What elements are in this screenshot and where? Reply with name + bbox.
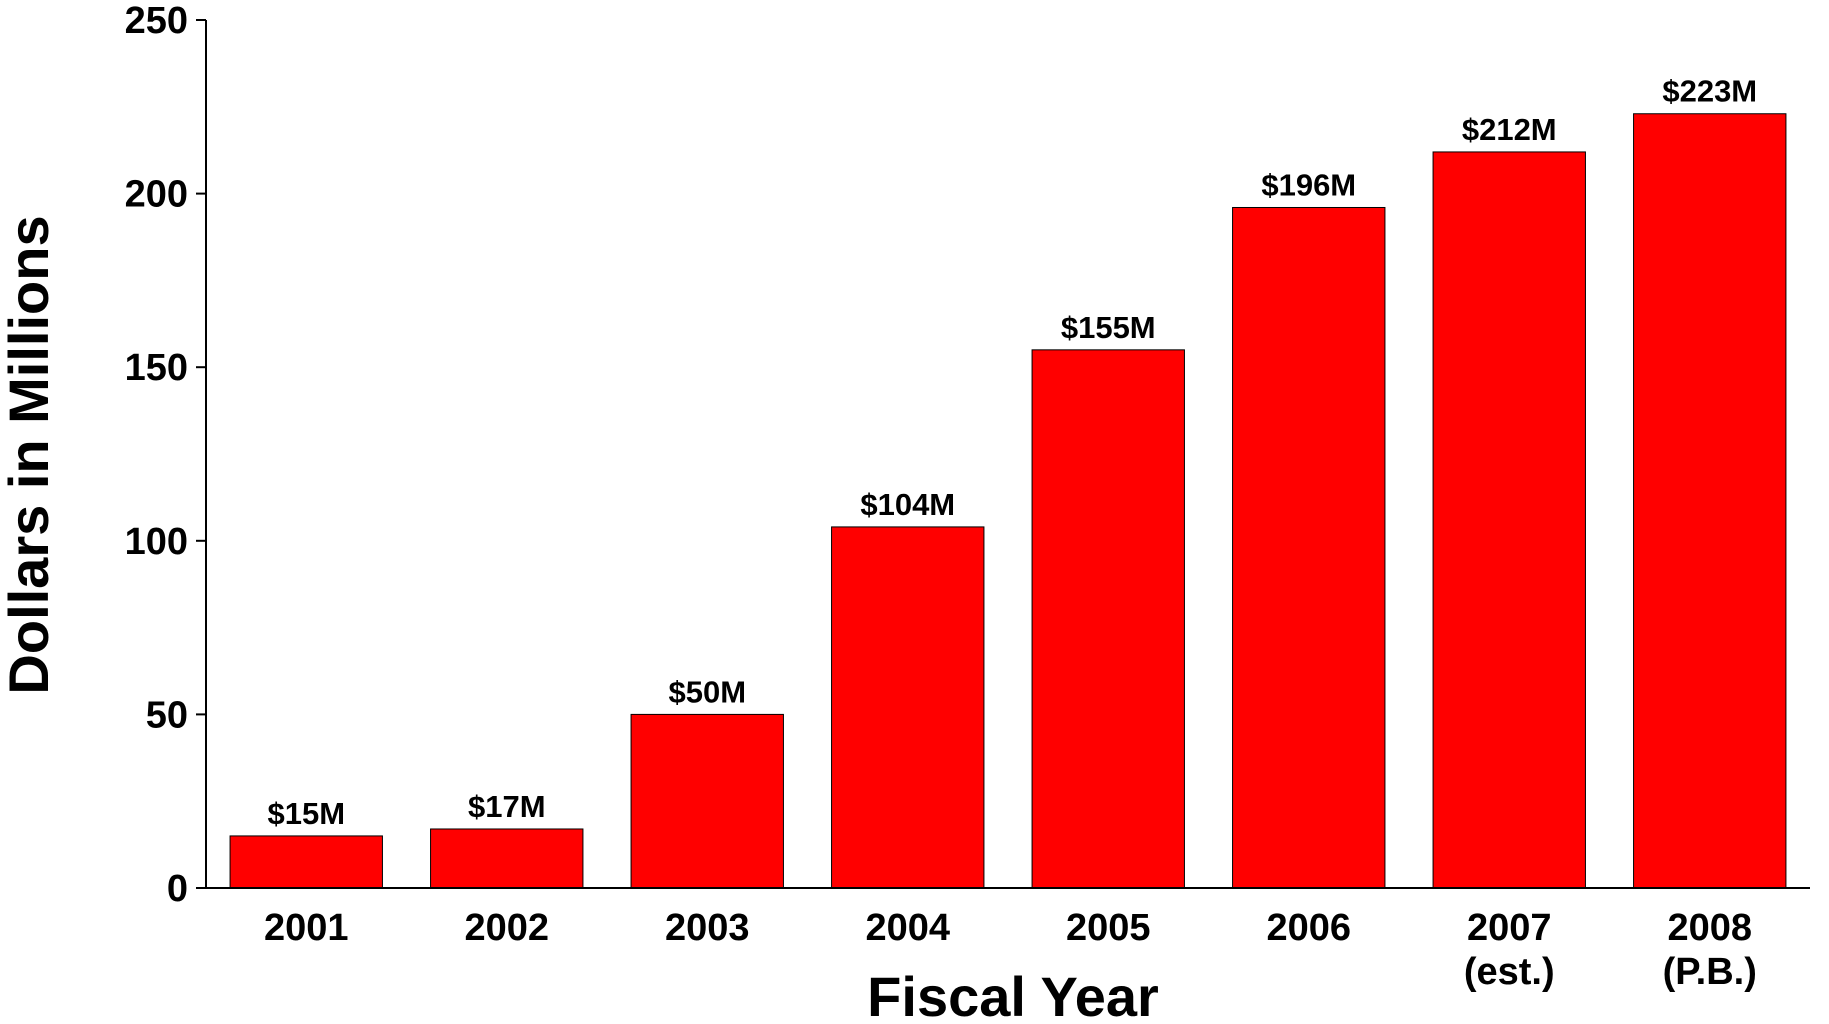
y-tick-label: 250 xyxy=(125,0,188,42)
bar xyxy=(1432,151,1586,889)
bar xyxy=(630,713,784,889)
bar-data-label: $223M xyxy=(1662,74,1757,109)
bar-data-label: $196M xyxy=(1261,167,1356,202)
bar xyxy=(1232,206,1386,889)
bar-data-label: $212M xyxy=(1462,112,1557,147)
bars xyxy=(229,113,1787,889)
bar xyxy=(1633,113,1787,889)
x-tick-label: (P.B.) xyxy=(1663,951,1757,993)
x-tick-label: 2004 xyxy=(865,907,950,949)
bar-data-label: $50M xyxy=(668,674,746,709)
x-tick-label: (est.) xyxy=(1464,951,1555,993)
y-tick-label: 0 xyxy=(167,868,188,910)
x-tick-label: 2006 xyxy=(1266,907,1351,949)
x-tick-label: 2008 xyxy=(1667,907,1752,949)
y-tick-label: 150 xyxy=(125,347,188,389)
x-tick-label: 2001 xyxy=(264,907,349,949)
x-tick-label: 2007 xyxy=(1467,907,1552,949)
bar xyxy=(430,828,584,889)
y-tick-label: 50 xyxy=(146,694,188,736)
bar-data-label: $155M xyxy=(1061,310,1156,345)
bar-data-label: $15M xyxy=(267,796,345,831)
y-tick-label: 200 xyxy=(125,174,188,216)
bar xyxy=(1031,349,1185,889)
y-axis-title: Dollars in Millions xyxy=(0,215,60,694)
y-axis-ticks: 0 50 100 150 200 250 xyxy=(125,0,206,910)
y-tick-label: 100 xyxy=(125,521,188,563)
bar-data-label: $104M xyxy=(860,487,955,522)
bar-data-label: $17M xyxy=(468,789,546,824)
x-axis-labels: 2001 2002 2003 2004 2005 2006 2007(est.) 2008(P… xyxy=(264,907,1757,993)
bar xyxy=(831,526,985,889)
x-axis-title: Fiscal Year xyxy=(867,965,1159,1024)
x-tick-label: 2003 xyxy=(665,907,750,949)
data-labels: $15M $17M $50M $104M $155M $196M $212M $223M xyxy=(267,74,1757,831)
bar xyxy=(229,835,383,889)
x-tick-label: 2002 xyxy=(464,907,549,949)
x-tick-label: 2005 xyxy=(1066,907,1151,949)
